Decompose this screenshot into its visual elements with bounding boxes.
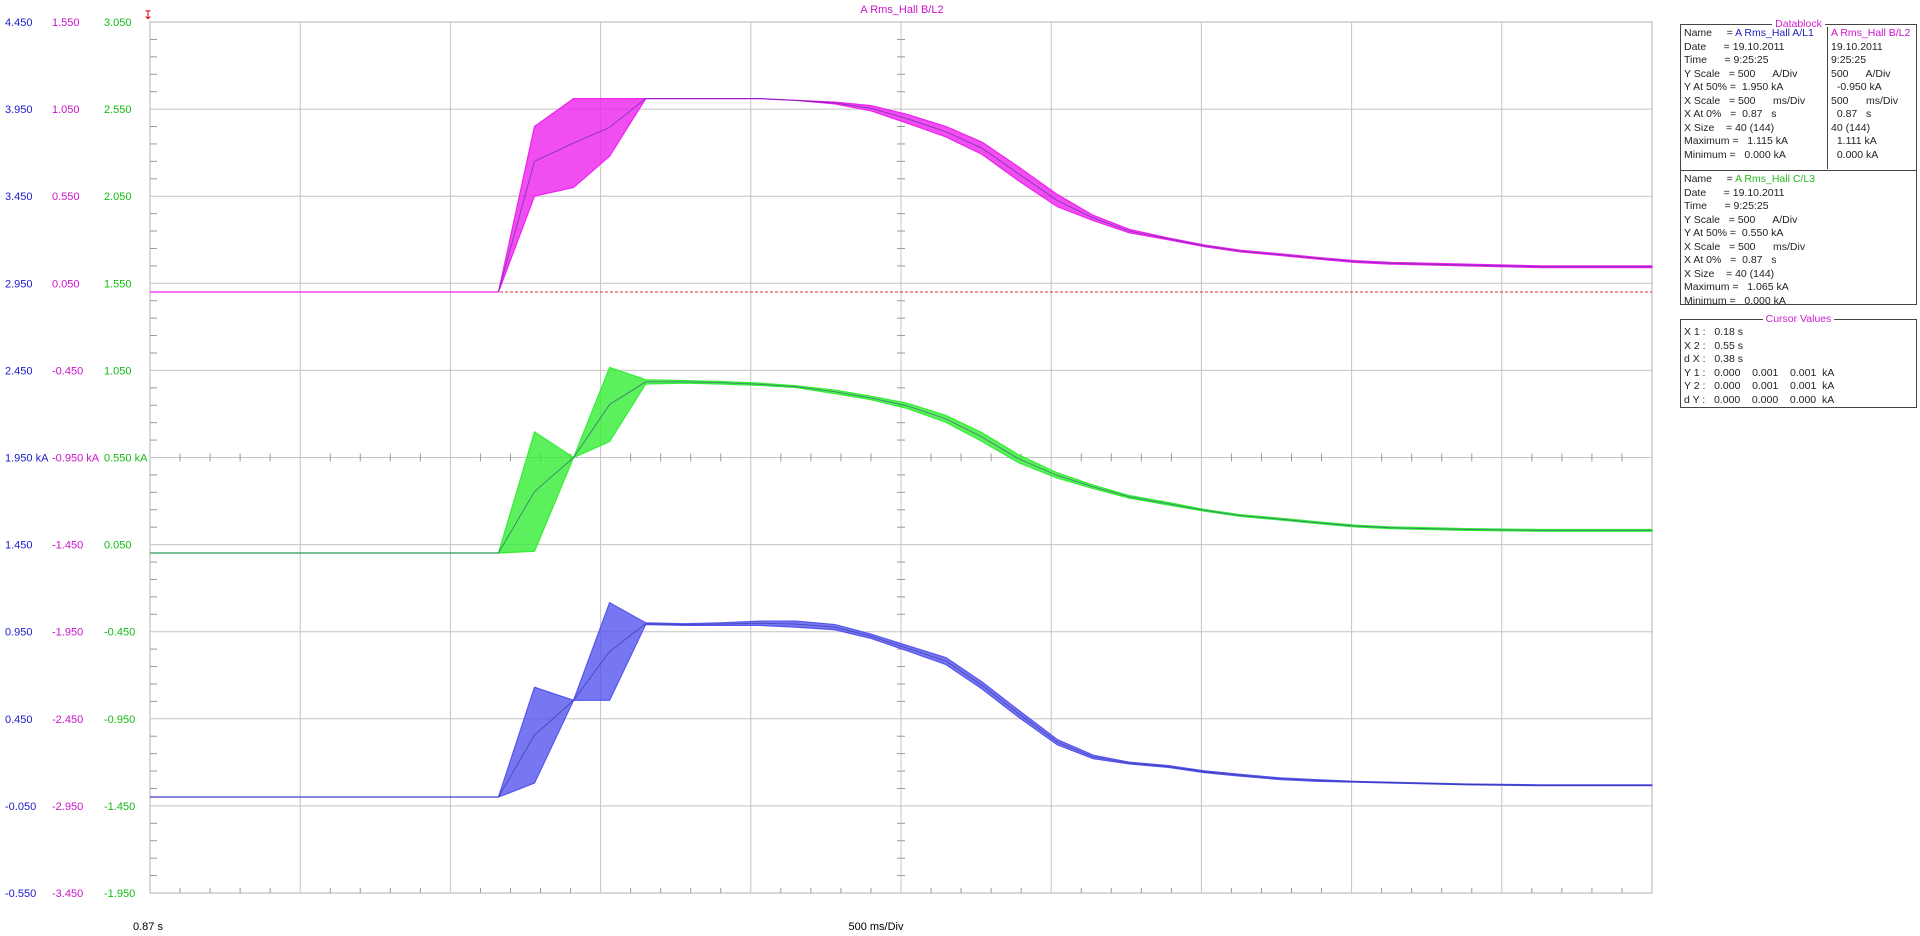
- datablock.group1.col1_rows-row: Y Scale = 500 A/Div: [1684, 67, 1798, 80]
- series-centerline: [498, 98, 1652, 293]
- y-tick-label: -1.450: [52, 540, 83, 552]
- y-tick-label: -3.450: [52, 888, 83, 900]
- y-tick-label: -0.950 kA: [52, 453, 100, 465]
- datablock-title: Datablock: [1772, 18, 1825, 30]
- y-tick-label: -0.550: [5, 888, 36, 900]
- datablock.group2.rows-row: Y Scale = 500 A/Div: [1684, 213, 1798, 226]
- datablock-panel: Datablock Name = A Rms_Hall A/L1 Date = 1…: [1680, 18, 1917, 307]
- y-tick-label: -2.950: [52, 801, 83, 813]
- datablock.group1.col2_rows-row: 0.87 s: [1831, 108, 1872, 120]
- y-tick-label: 1.950 kA: [5, 453, 49, 465]
- datablock.group1.col1_rows-row: X At 0% = 0.87 s: [1684, 108, 1777, 120]
- cursor_values.rows-row: X 2 : 0.55 s: [1684, 339, 1743, 352]
- datablock.group1.col2_rows-row: 40 (144): [1831, 121, 1871, 134]
- y-tick-label: 4.450: [5, 17, 33, 29]
- datablock.group2.rows-row: Minimum = 0.000 kA: [1684, 294, 1786, 307]
- datablock.group1.col1_rows-row: X Size = 40 (144): [1684, 121, 1775, 134]
- column-divider: [1827, 27, 1828, 169]
- datablock.group2.rows-row: X Scale = 500 ms/Div: [1684, 240, 1806, 253]
- datablock.group1.col2_rows-row: 19.10.2011: [1831, 40, 1883, 53]
- datablock.group1.col1_rows-row: Name = A Rms_Hall A/L1: [1684, 27, 1814, 39]
- cursor-values-title: Cursor Values: [1762, 313, 1835, 325]
- y-tick-label: 1.050: [104, 365, 132, 377]
- plot-grid: [149, 21, 1653, 894]
- y-tick-label: 1.450: [5, 540, 33, 552]
- datablock.group1.col1_rows-row: Date = 19.10.2011: [1684, 40, 1785, 53]
- datablock.group1.col1_rows-row: Time = 9:25:25: [1684, 54, 1769, 66]
- datablock.group2.rows-row: Date = 19.10.2011: [1684, 186, 1785, 199]
- cursor_values.rows-row: X 1 : 0.18 s: [1684, 326, 1743, 338]
- y-tick-label: -0.450: [104, 627, 135, 639]
- datablock.group2.rows-row: X At 0% = 0.87 s: [1684, 254, 1777, 266]
- y-tick-label: 3.950: [5, 104, 33, 116]
- y-tick-label: 0.050: [104, 540, 132, 552]
- y-tick-label: 2.550: [104, 104, 132, 116]
- datablock.group1.col2_rows-row: A Rms_Hall B/L2: [1831, 27, 1911, 39]
- datablock.group2.rows-row: Y At 50% = 0.550 kA: [1684, 227, 1784, 239]
- y-tick-label: 1.550: [52, 17, 80, 29]
- datablock.group1.col1_rows-row: X Scale = 500 ms/Div: [1684, 94, 1806, 107]
- y-tick-label: 1.050: [52, 104, 80, 116]
- chart-title: A Rms_Hall B/L2: [860, 4, 943, 16]
- cursor_values.rows-row: Y 1 : 0.000 0.001 0.001 kA: [1684, 366, 1835, 379]
- y-tick-label: 0.050: [52, 278, 80, 290]
- datablock.group1.col1_rows-row: Maximum = 1.115 kA: [1684, 135, 1788, 147]
- y-tick-label: 2.450: [5, 365, 33, 377]
- y-tick-label: 0.550: [52, 191, 80, 203]
- x-start-label: 0.87 s: [133, 921, 163, 933]
- trigger-marker-icon[interactable]: ↧: [143, 8, 153, 22]
- y-tick-label: -0.950: [104, 714, 135, 726]
- y-tick-label: -1.950: [52, 627, 83, 639]
- cursor_values.rows-row: d X : 0.38 s: [1684, 353, 1743, 365]
- datablock.group1.col2_rows-row: -0.950 kA: [1831, 81, 1882, 93]
- datablock.group1.col2_rows-row: 0.000 kA: [1831, 148, 1879, 161]
- y-tick-label: 0.450: [5, 714, 33, 726]
- y-tick-label: 0.950: [5, 627, 33, 639]
- cursor_values.rows-row: d Y : 0.000 0.000 0.000 kA: [1684, 393, 1835, 406]
- datablock.group1.col2_rows-row: 9:25:25: [1831, 54, 1867, 66]
- y-tick-label: -2.450: [52, 714, 83, 726]
- x-scale-label: 500 ms/Div: [848, 921, 904, 933]
- series-3: [150, 601, 1653, 798]
- y-tick-label: 0.550 kA: [104, 453, 148, 465]
- y-tick-label: -0.050: [5, 801, 36, 813]
- y-tick-label: 3.450: [5, 191, 33, 203]
- y-axis-labels: 4.450 3.950 3.450 2.950 2.450 1.950 kA 1.450 0.…: [5, 17, 148, 900]
- series-1: [150, 98, 1653, 293]
- datablock.group2.rows-row: Name = A Rms_Hall C/L3: [1684, 173, 1816, 185]
- datablock.group1.col1_rows-row: Minimum = 0.000 kA: [1684, 148, 1786, 161]
- y-tick-label: -1.450: [104, 801, 135, 813]
- series-layer: [150, 98, 1653, 798]
- datablock.group1.col1_rows-row: Y At 50% = 1.950 kA: [1684, 81, 1784, 93]
- datablock.group1.col2_rows-row: 500 A/Div: [1831, 67, 1891, 80]
- cursor_values.rows-row: Y 2 : 0.000 0.001 0.001 kA: [1684, 380, 1835, 392]
- y-tick-label: 1.550: [104, 278, 132, 290]
- datablock.group1.col2_rows-row: 1.111 kA: [1831, 135, 1877, 147]
- group-divider: [1681, 170, 1916, 171]
- datablock.group2.rows-row: Time = 9:25:25: [1684, 200, 1769, 212]
- y-tick-label: 2.050: [104, 191, 132, 203]
- y-tick-label: -1.950: [104, 888, 135, 900]
- series-2: [150, 366, 1653, 554]
- series-centerline: [150, 622, 1652, 798]
- y-tick-label: -0.450: [52, 365, 83, 377]
- datablock.group2.rows-row: Maximum = 1.065 kA: [1684, 281, 1789, 293]
- datablock.group2.rows-row: X Size = 40 (144): [1684, 267, 1775, 280]
- datablock.group1.col2_rows-row: 500 ms/Div: [1831, 94, 1899, 107]
- svg-text:↧: ↧: [143, 8, 153, 22]
- y-tick-label: 3.050: [104, 17, 132, 29]
- y-tick-label: 2.950: [5, 278, 33, 290]
- series-envelope: [497, 98, 1653, 293]
- series-centerline: [150, 381, 1652, 554]
